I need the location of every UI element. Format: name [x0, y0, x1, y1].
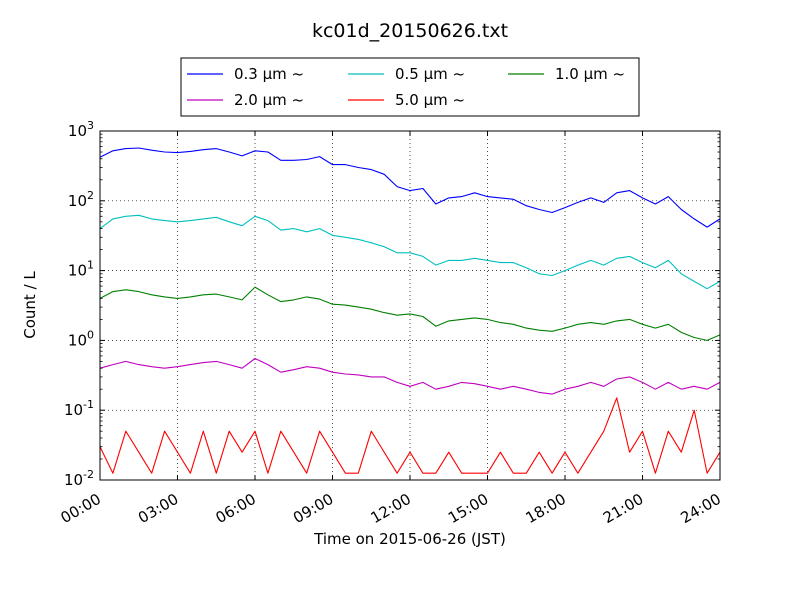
y-tick-exponent: 3: [87, 119, 94, 132]
y-tick-exponent: -1: [83, 398, 94, 411]
series-line-4: [99, 357, 721, 395]
series-line-5: [99, 397, 721, 474]
y-tick-label: 100: [68, 328, 94, 349]
legend-items: 0.3 μm ~ 0.5 μm ~ 1.0 μm ~ 2.0 μm ~ 5.0 μm ~: [187, 65, 625, 109]
grid-layer: [100, 131, 720, 480]
series-line-3: [99, 286, 721, 341]
y-tick-label: 101: [68, 259, 94, 280]
y-tick-label: 10-2: [64, 468, 94, 489]
y-tick-exponent: 2: [87, 189, 94, 202]
y-tick-base: 10: [64, 401, 83, 419]
series-line-2: [99, 214, 721, 290]
legend-label-2: 0.5 μm ~: [395, 65, 465, 83]
legend-label-1: 0.3 μm ~: [234, 65, 304, 83]
legend-label-3: 1.0 μm ~: [555, 65, 625, 83]
series-layer: [99, 147, 721, 474]
y-tick-label: 103: [68, 119, 94, 140]
legend-frame: [180, 57, 640, 117]
chart-title: kc01d_20150626.txt: [312, 20, 508, 42]
legend-label-4: 2.0 μm ~: [234, 91, 304, 109]
y-tick-label: 102: [68, 189, 94, 210]
y-tick-base: 10: [68, 192, 87, 210]
y-tick-base: 10: [68, 262, 87, 280]
series-line-1: [99, 147, 721, 228]
y-axis-label: Count / L: [21, 271, 39, 339]
y-tick-exponent: 0: [87, 328, 94, 341]
y-tick-base: 10: [68, 331, 87, 349]
y-tick-exponent: -2: [83, 468, 94, 481]
y-tick-base: 10: [64, 471, 83, 489]
legend: 0.3 μm ~ 0.5 μm ~ 1.0 μm ~ 2.0 μm ~ 5.0 μm ~: [180, 57, 640, 117]
x-axis-label: Time on 2015-06-26 (JST): [313, 530, 506, 548]
legend-label-5: 5.0 μm ~: [395, 91, 465, 109]
y-tick-exponent: 1: [87, 259, 94, 272]
y-tick-label: 10-1: [64, 398, 94, 419]
y-tick-base: 10: [68, 122, 87, 140]
